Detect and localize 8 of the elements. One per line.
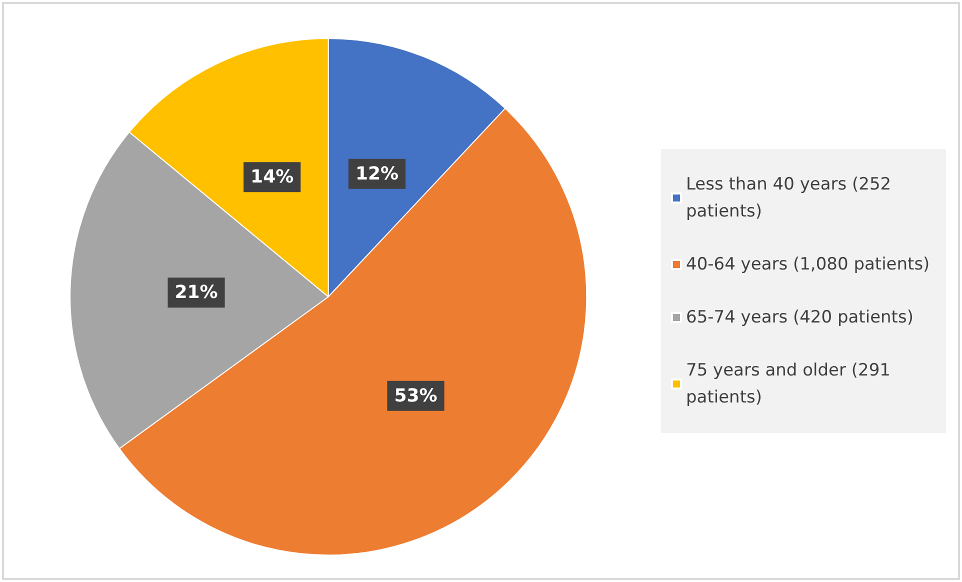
data-label: 14% <box>250 166 294 188</box>
legend-label: 75 years and older (291 patients) <box>686 360 896 408</box>
data-label: 21% <box>174 282 218 304</box>
data-label: 12% <box>355 163 399 184</box>
legend-label: 40-64 years (1,080 patients) <box>686 254 930 274</box>
legend-label: Less than 40 years (252 patients) <box>686 174 896 222</box>
data-label: 53% <box>394 385 438 406</box>
legend-label: 65-74 years (420 patients) <box>686 308 914 328</box>
